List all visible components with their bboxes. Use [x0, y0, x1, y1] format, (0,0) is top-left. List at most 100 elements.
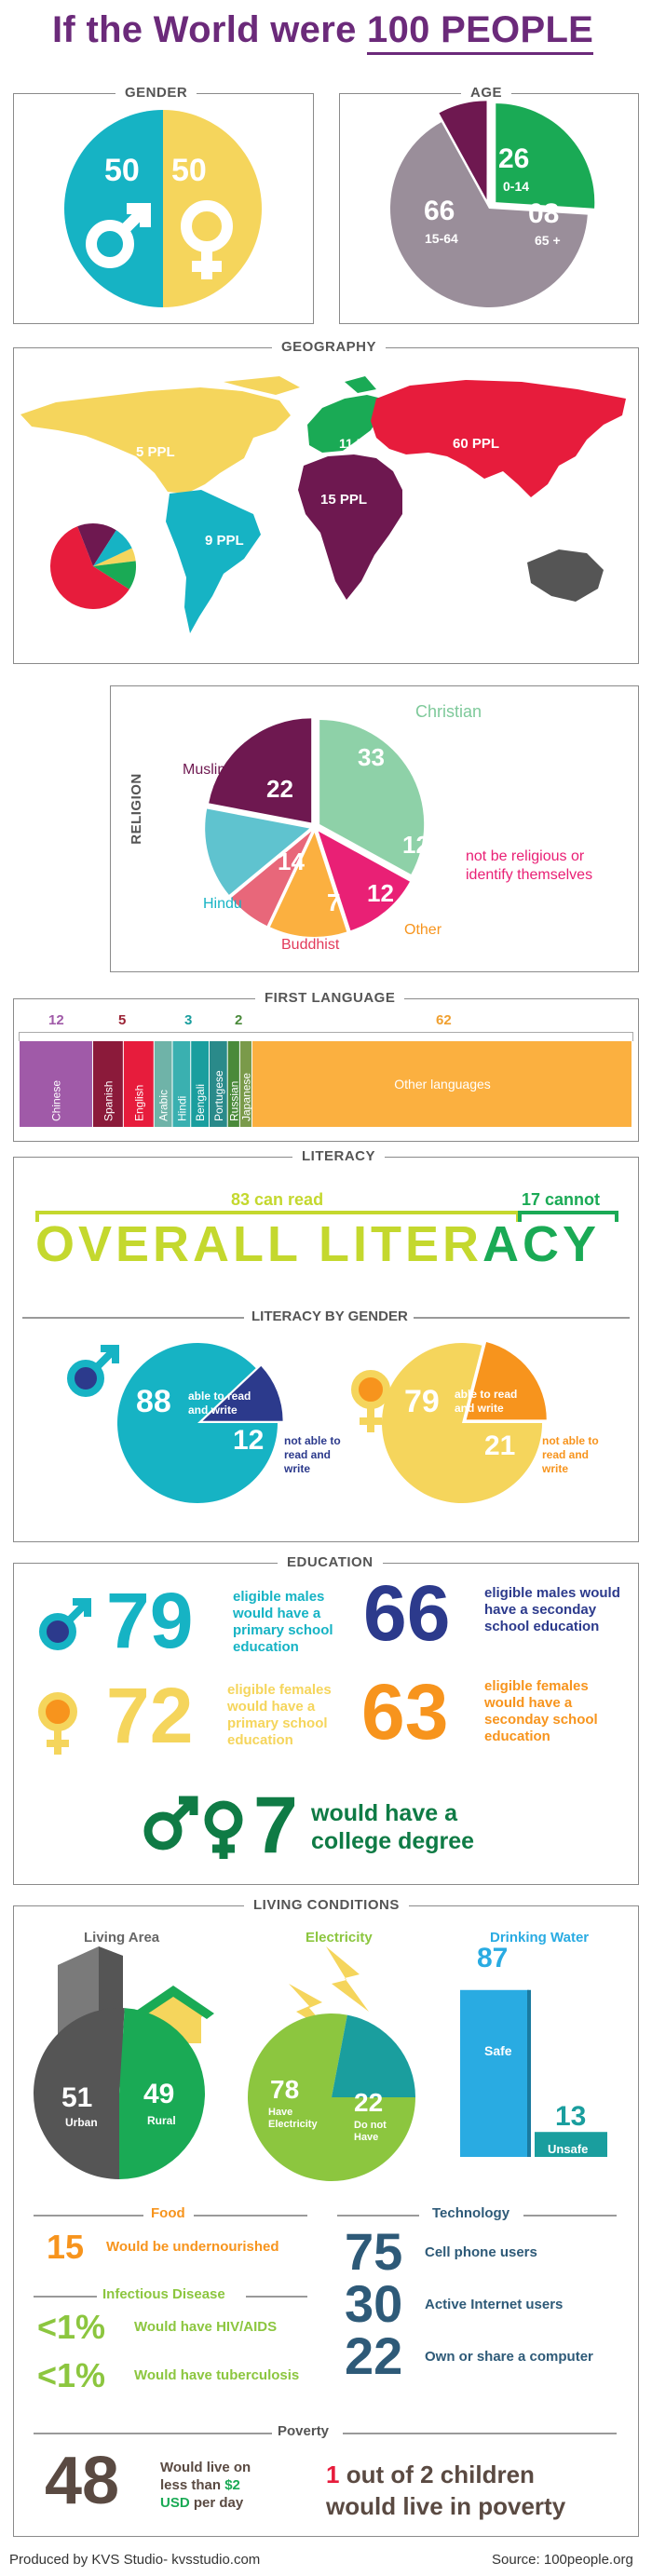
- age-young-range: 0-14: [503, 179, 530, 194]
- age-adult-range: 15-64: [425, 231, 458, 246]
- edu-secondary-male-value: 66: [363, 1569, 451, 1657]
- rural-slice: [119, 2008, 205, 2179]
- religion-buddhist-value: 7: [327, 888, 341, 916]
- lit-female-minor: 21: [484, 1430, 516, 1461]
- lang-total-ru-jp: 2: [235, 1012, 243, 1028]
- lang-bar-label-2: English: [132, 1085, 145, 1121]
- edu-college-text: would have a college degree: [311, 1800, 475, 1854]
- lang-bar-portugese: [209, 1041, 227, 1127]
- lang-total-chinese: 12: [48, 1012, 64, 1028]
- poverty-text-c: USD: [160, 2495, 190, 2511]
- religion-nonrel-name: not be religious or identify themselves: [466, 848, 593, 883]
- food-text: Would be undernourished: [106, 2239, 279, 2255]
- safe-water-label: Safe: [484, 2043, 512, 2058]
- disease-divider-left: [34, 2296, 97, 2298]
- lit-female-minor-text: not able to read and write: [542, 1434, 599, 1475]
- lit-female-minor-slice: [466, 1342, 547, 1420]
- food-value: 15: [47, 2228, 85, 2266]
- geo-pie-north-america: [93, 548, 136, 566]
- south-america-shape: [166, 490, 261, 633]
- religion-hindu-value: 14: [278, 847, 305, 875]
- tb-value: <1%: [37, 2356, 106, 2394]
- lang-bar-spanish: [92, 1041, 123, 1127]
- poverty-text-b: $2: [224, 2477, 240, 2493]
- first-language-label: FIRST LANGUAGE: [255, 990, 405, 1006]
- edu-female-icon: [38, 1692, 77, 1755]
- living-conditions-label: LIVING CONDITIONS: [244, 1897, 409, 1913]
- religion-muslim-slice: [209, 718, 312, 823]
- edu-primary-male-value: 79: [106, 1577, 194, 1664]
- north-america-shape: [20, 376, 300, 494]
- religion-other-name: Other: [404, 922, 442, 938]
- literacy-male-icon: [67, 1345, 119, 1397]
- age-senior-value: 08: [528, 198, 560, 229]
- lang-bar-label-0: Chinese: [49, 1080, 62, 1121]
- unsafe-water-bar: [535, 2132, 607, 2157]
- male-icon: [86, 203, 151, 268]
- lit-female-text: able to read and write: [455, 1388, 518, 1415]
- urban-slice: [33, 2008, 125, 2179]
- age-adult-slice: [390, 122, 588, 307]
- literacy-by-gender-label: LITERACY BY GENDER: [251, 1308, 408, 1324]
- edu-secondary-male-text: eligible males would have a seconday sch…: [484, 1585, 620, 1634]
- disease-divider-right: [246, 2296, 307, 2298]
- no-electricity-slice: [332, 2014, 415, 2097]
- age-senior-range: 65 +: [535, 233, 561, 248]
- religion-buddhist-name: Buddhist: [281, 937, 340, 953]
- religion-nonrel-slice: [318, 831, 410, 931]
- language-bar: [19, 1032, 633, 1041]
- have-electricity-value: 78: [270, 2075, 300, 2104]
- disease-title: Infectious Disease: [102, 2286, 225, 2302]
- title-prefix: If the World were: [52, 9, 368, 50]
- religion-other-value: 12: [367, 879, 394, 907]
- poverty-text: Would live on less than $2 USD per day: [160, 2459, 270, 2512]
- geo-pie-latin-america: [93, 530, 132, 566]
- literacy-can-read: 83 can read: [231, 1190, 324, 1209]
- geo-africa-label: 15 PPL: [320, 492, 368, 508]
- lang-bar-russian: [227, 1041, 239, 1127]
- geo-asia-label: 60 PPL: [453, 436, 500, 452]
- gender-female-value: 50: [171, 153, 207, 188]
- rural-label: Rural: [147, 2114, 176, 2127]
- hiv-value: <1%: [37, 2308, 106, 2346]
- age-young-value: 26: [498, 143, 530, 174]
- urban-label: Urban: [65, 2116, 98, 2129]
- poverty-children-b: out of 2 children: [339, 2461, 535, 2488]
- poverty-divider-left: [34, 2433, 272, 2434]
- female-icon: [181, 200, 233, 279]
- geo-pie-africa: [77, 523, 116, 566]
- age-chart: [390, 101, 595, 307]
- age-adult-value: 66: [424, 196, 455, 226]
- religion-christian-name: Christian: [415, 702, 482, 721]
- tech-divider-right: [523, 2215, 617, 2217]
- title-emphasis: 100 PEOPLE: [367, 9, 594, 55]
- drinking-water-title: Drinking Water: [490, 1930, 590, 1946]
- gender-label: GENDER: [115, 85, 197, 101]
- language-bars: Chinese Spanish English Arabic Hindi Bengali P…: [20, 1041, 632, 1127]
- lang-bar-label-4: Hindi: [175, 1096, 188, 1121]
- education-icons: [38, 1598, 243, 1859]
- literacy-cannot: 17 cannot: [522, 1190, 601, 1209]
- geo-europe-label: 11 PPL: [339, 436, 382, 451]
- lit-male-minor-slice: [202, 1365, 283, 1421]
- lang-bar-label-8: Japanese: [239, 1073, 252, 1121]
- urban-value: 51: [61, 2082, 93, 2113]
- geography-label: GEOGRAPHY: [272, 339, 387, 355]
- lang-bar-other-languages: [252, 1041, 632, 1127]
- overall-literacy-left: OVERALL LITER: [35, 1216, 483, 1272]
- have-electricity-label: Have Electricity: [268, 2107, 318, 2130]
- education-label: EDUCATION: [278, 1554, 383, 1570]
- internet-value: 30: [345, 2274, 403, 2333]
- lit-male-text: able to read and write: [188, 1390, 251, 1417]
- religion-christian-value: 33: [358, 743, 385, 771]
- gender-male-slice: [64, 110, 163, 307]
- poverty-text-a: Would live on less than: [160, 2460, 251, 2493]
- lang-bar-chinese: [20, 1041, 92, 1127]
- lang-bar-bengali: [191, 1041, 209, 1127]
- lang-bar-label-5: Bengali: [194, 1084, 207, 1121]
- tb-text: Would have tuberculosis: [134, 2367, 300, 2383]
- lang-total-asian: 3: [184, 1012, 193, 1028]
- gender-chart: [64, 110, 262, 307]
- edu-secondary-female-text: eligible females would have a seconday s…: [484, 1678, 598, 1744]
